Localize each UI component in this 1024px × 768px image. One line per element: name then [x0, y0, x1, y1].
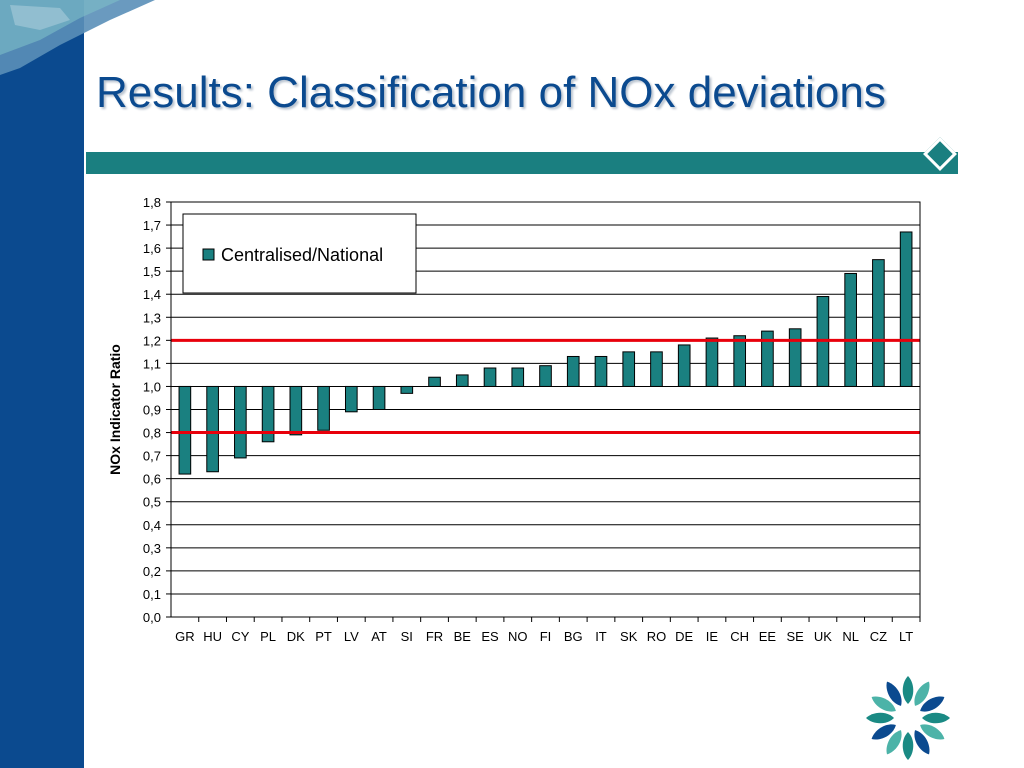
- logo-petal: [920, 696, 945, 712]
- x-tick-label: CZ: [870, 629, 887, 644]
- y-tick-label: 1,6: [143, 241, 161, 256]
- bar: [483, 367, 497, 387]
- threshold-lines: [171, 338, 920, 435]
- x-tick-label: HU: [203, 629, 222, 644]
- bar: [289, 385, 303, 436]
- bar: [344, 385, 358, 413]
- bar: [428, 376, 441, 387]
- bar: [511, 367, 525, 387]
- logo-petal: [871, 724, 896, 740]
- eea-logo-icon: [866, 676, 950, 760]
- y-tick-label: 0,3: [143, 541, 161, 556]
- x-tick-label: LV: [344, 629, 359, 644]
- bar: [788, 328, 802, 387]
- title-underline-bar: [86, 152, 958, 174]
- y-tick-label: 0,4: [143, 518, 161, 533]
- y-tick-label: 1,7: [143, 218, 161, 233]
- y-tick-label: 0,0: [143, 610, 161, 625]
- logo-petal: [902, 676, 914, 704]
- bar: [705, 337, 719, 387]
- logo-petal: [886, 730, 902, 755]
- x-tick-label: SI: [401, 629, 413, 644]
- bar: [844, 272, 857, 387]
- x-tick-label: PL: [260, 629, 276, 644]
- bar: [594, 355, 608, 387]
- left-brand-band: [0, 0, 84, 768]
- legend-box: [182, 213, 417, 294]
- y-tick-label: 0,9: [143, 403, 161, 418]
- x-tick-label: BG: [564, 629, 583, 644]
- x-tick-label: NL: [842, 629, 859, 644]
- y-tick-label: 1,1: [143, 356, 161, 371]
- logo-petal: [866, 712, 894, 724]
- x-tick-label: ES: [481, 629, 499, 644]
- legend-swatch: [202, 248, 215, 261]
- x-tick-label: CH: [730, 629, 749, 644]
- x-tick-label: DE: [675, 629, 693, 644]
- bar: [178, 385, 192, 475]
- bar: [899, 231, 913, 387]
- y-axis-label: NOx Indicator Ratio: [107, 344, 123, 475]
- bar: [317, 385, 330, 431]
- bar: [622, 351, 636, 387]
- legend-label: Centralised/National: [221, 245, 383, 265]
- bar: [400, 385, 414, 394]
- logo-petal: [922, 712, 950, 724]
- logo-petal: [914, 730, 930, 755]
- x-tick-label: SK: [620, 629, 638, 644]
- y-tick-label: 1,2: [143, 333, 161, 348]
- x-tick-label: PT: [315, 629, 332, 644]
- x-tick-label: AT: [371, 629, 387, 644]
- x-tick-label: GR: [175, 629, 195, 644]
- bar: [566, 355, 580, 387]
- logo-petal: [886, 681, 902, 706]
- y-tick-label: 1,5: [143, 264, 161, 279]
- y-tick-label: 1,8: [143, 195, 161, 210]
- x-tick-label: BE: [454, 629, 472, 644]
- x-tick-label: FR: [426, 629, 443, 644]
- bar: [650, 351, 663, 387]
- x-tick-labels: GR HU CY PL DK PT LV AT SI FR BE ES NO FI BG IT SK RO DE IE…: [175, 617, 921, 644]
- x-tick-label: DK: [287, 629, 305, 644]
- y-tick-label: 0,7: [143, 449, 161, 464]
- bar: [539, 365, 552, 387]
- y-tick-label: 0,6: [143, 472, 161, 487]
- x-tick-label: EE: [759, 629, 777, 644]
- x-tick-label: NO: [508, 629, 528, 644]
- y-tick-label: 0,1: [143, 587, 161, 602]
- x-tick-label: UK: [814, 629, 832, 644]
- logo-petal: [920, 724, 945, 740]
- logo-petal: [914, 681, 930, 706]
- europe-map-graphic: [0, 0, 155, 75]
- bar: [261, 385, 275, 443]
- y-tick-labels: 0,0 0,1 0,2 0,3 0,4 0,5 0,6 0,7 0,8 0,9 1,0 1,1 1,2 1…: [143, 195, 161, 625]
- x-tick-label: RO: [647, 629, 667, 644]
- nox-bar-chart: 0,0 0,1 0,2 0,3 0,4 0,5 0,6 0,7 0,8 0,9 1,0 1,1 1,2 1…: [107, 195, 921, 644]
- y-tick-label: 0,2: [143, 564, 161, 579]
- slide-title: Results: Classification of NOx deviation…: [96, 68, 886, 117]
- bar: [455, 374, 469, 387]
- bar: [206, 385, 219, 473]
- y-tick-label: 1,0: [143, 379, 161, 394]
- y-tick-label: 1,3: [143, 310, 161, 325]
- x-tick-label: SE: [786, 629, 804, 644]
- bar: [761, 330, 774, 387]
- bar: [677, 344, 691, 387]
- x-tick-label: CY: [231, 629, 249, 644]
- bar: [872, 259, 885, 387]
- logo-petal: [902, 732, 914, 760]
- bar: [234, 385, 247, 459]
- bar: [372, 385, 386, 410]
- bar: [733, 335, 747, 387]
- y-tick-label: 1,4: [143, 287, 161, 302]
- x-tick-label: FI: [540, 629, 552, 644]
- legend: Centralised/National: [182, 213, 417, 294]
- x-tick-label: LT: [899, 629, 913, 644]
- x-tick-label: IE: [706, 629, 719, 644]
- logo-petal: [871, 696, 896, 712]
- y-tick-label: 0,5: [143, 495, 161, 510]
- plot-area-frame: [170, 201, 921, 618]
- y-tick-label: 0,8: [143, 426, 161, 441]
- x-tick-label: IT: [595, 629, 607, 644]
